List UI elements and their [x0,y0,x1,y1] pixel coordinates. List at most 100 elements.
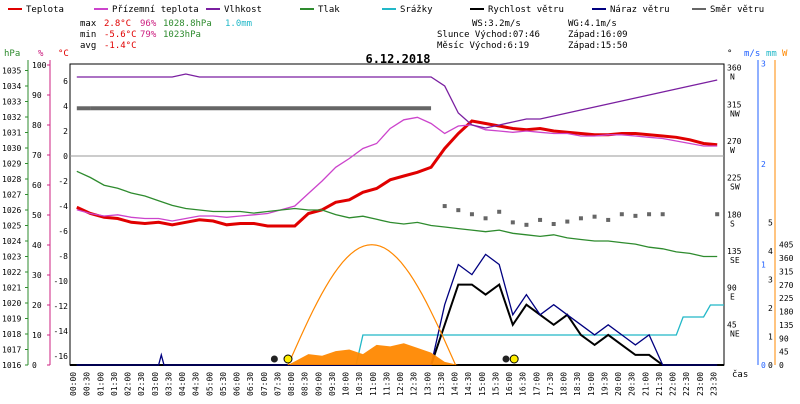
axis-unit: ° [727,49,732,59]
series-solar [288,343,459,365]
direction-tick-label: W [730,146,735,155]
x-tick-label: 18:30 [573,372,582,396]
x-tick-label: 02:00 [124,372,133,396]
axis-unit: m/s [744,49,760,59]
x-tick-label: 05:30 [219,372,228,396]
series-direction-point [524,222,529,227]
x-tick-label: 10:30 [355,372,364,396]
x-tick-label: 09:00 [314,372,323,396]
solar-curve [287,244,457,366]
pressure-tick-label: 1034 [2,82,21,91]
direction-tick-label: SW [730,183,740,192]
plot-area [76,73,724,366]
temperature-tick-label: -6 [58,227,68,236]
x-tick-label: 01:30 [110,372,119,396]
legend-label: Přízemní teplota [112,5,199,15]
series-direction-point [469,212,474,217]
rain-tick-label: 2 [768,304,773,313]
series-přízemní-teplota [76,116,718,222]
direction-tick-value: 270 [727,137,742,146]
solar-tick-label: 360 [779,254,794,263]
x-tick-label: 17:00 [532,372,541,396]
series-direction-point [538,217,543,222]
legend-label: Směr větru [710,5,764,15]
moonset-marker [502,355,510,363]
solar-tick-label: 270 [779,281,794,290]
sunset-marker [509,354,519,364]
rain-tick-label: 4 [768,247,773,256]
temperature-tick-label: 0 [63,152,68,161]
solar-tick-label: 90 [779,334,789,343]
series-direction-point [633,213,638,218]
stat-max-press: 1028.8hPa [163,19,212,29]
rain-tick-label: 1 [768,333,773,342]
x-tick-label: 00:30 [83,372,92,396]
x-tick-label: 21:00 [641,372,650,396]
series-direction-point [442,204,447,209]
direction-tick-label: NE [730,329,740,338]
x-tick-label: 12:30 [410,372,419,396]
series-direction-point [483,216,488,221]
pressure-tick-label: 1024 [2,237,21,246]
x-tick-label: 10:00 [342,372,351,396]
stat-min-label: min [80,30,96,40]
humidity-tick-label: 20 [32,301,42,310]
pressure-tick-label: 1020 [2,299,21,308]
x-tick-label: 08:30 [301,372,310,396]
direction-tick-label: E [730,293,735,302]
x-tick-label: 09:30 [328,372,337,396]
pressure-tick-label: 1032 [2,113,21,122]
pressure-tick-label: 1030 [2,144,21,153]
markers [270,354,519,364]
x-tick-label: 01:00 [96,372,105,396]
rain-tick-label: 5 [768,219,773,228]
stat-min-hum: 79% [140,30,157,40]
x-tick-label: 04:30 [192,372,201,396]
x-tick-label: 16:00 [505,372,514,396]
x-tick-label: 22:00 [669,372,678,396]
x-tick-label: 23:00 [696,372,705,396]
direction-tick-value: 180 [727,210,742,219]
direction-tick-value: 90 [727,284,737,293]
stat-max-hum: 96% [140,19,157,29]
legend-label: Teplota [26,5,64,15]
pressure-tick-label: 1025 [2,222,21,231]
x-tick-label: 15:30 [491,372,500,396]
temperature-tick-label: -12 [54,302,69,311]
direction-tick-value: 135 [727,247,742,256]
x-tick-label: 19:30 [600,372,609,396]
axis-unit: °C [58,49,69,59]
humidity-tick-label: 80 [32,121,42,130]
x-tick-label: 19:00 [587,372,596,396]
temperature-tick-label: -2 [58,177,68,186]
series-tlak [76,170,718,258]
stat-avg-temp: -1.4°C [104,41,137,51]
series-direction-point [565,219,570,224]
x-tick-label: 22:30 [682,372,691,396]
x-tick-label: 15:00 [478,372,487,396]
stat-max-rain: 1.0mm [225,19,252,29]
direction-tick-label: N [730,73,735,82]
pressure-tick-label: 1026 [2,206,21,215]
x-tick-label: 23:30 [709,372,718,396]
temperature-tick-label: 2 [63,127,68,136]
wind-tick-label: 0 [761,361,766,370]
pressure-tick-label: 1028 [2,175,21,184]
x-tick-label: 14:00 [451,372,460,396]
x-tick-label: 20:00 [614,372,623,396]
stat-min-press: 1023hPa [163,30,201,40]
x-tick-label: 00:00 [69,372,78,396]
solar-tick-label: 315 [779,267,794,276]
pressure-tick-label: 1017 [2,346,21,355]
direction-tick-label: S [730,219,735,228]
x-axis-label: čas [732,369,748,380]
series-direction-point [619,212,624,217]
x-tick-label: 11:30 [382,372,391,396]
axes: hPa% °C ° m/s mm W101610171018101910201021102… [2,49,794,396]
x-tick-label: 17:30 [546,372,555,396]
sunrise-marker [283,354,293,364]
temperature-tick-label: -16 [54,352,69,361]
x-tick-label: 12:00 [396,372,405,396]
